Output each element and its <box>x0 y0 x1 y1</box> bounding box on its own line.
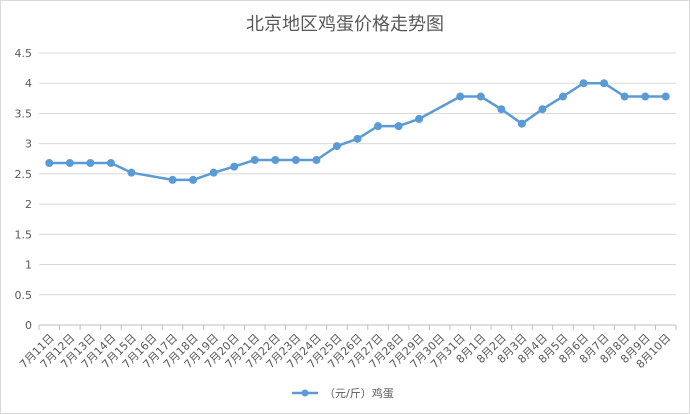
data-point <box>250 155 259 164</box>
y-tick-label: 2.5 <box>15 168 33 181</box>
legend-dot-marker <box>301 389 309 397</box>
data-point <box>106 159 115 168</box>
data-point <box>661 92 670 101</box>
data-point <box>641 92 650 101</box>
y-tick-label: 3 <box>25 138 32 151</box>
data-point <box>600 79 609 88</box>
y-tick-label: 1.5 <box>15 228 33 241</box>
chart-title: 北京地区鸡蛋价格走势图 <box>246 14 444 35</box>
data-point <box>476 92 485 101</box>
data-point <box>291 155 300 164</box>
legend-label: （元/斤）鸡蛋 <box>324 386 394 400</box>
y-axis-ticks: 0 0.5 1 1.5 2 2.5 3 3.5 4 4.5 <box>15 47 33 332</box>
data-point <box>230 162 239 171</box>
series-layer <box>45 79 670 184</box>
y-tick-label: 1 <box>25 259 32 272</box>
legend[interactable]: （元/斤）鸡蛋 <box>292 386 394 400</box>
data-point <box>394 122 403 131</box>
data-point <box>189 175 198 184</box>
data-point <box>538 105 547 114</box>
y-tick-label: 2 <box>25 198 32 211</box>
data-point <box>517 119 526 128</box>
data-point <box>374 122 383 131</box>
data-point <box>86 159 95 168</box>
data-point <box>579 79 588 88</box>
data-point <box>45 159 54 168</box>
data-point <box>332 142 341 151</box>
data-point <box>312 155 321 164</box>
data-point <box>65 159 74 168</box>
y-tick-label: 0 <box>25 319 32 332</box>
x-axis-ticks: 7月11日7月12日7月13日7月14日7月15日7月16日7月17日7月18日… <box>17 324 677 371</box>
data-point <box>497 105 506 114</box>
y-tick-label: 4 <box>25 77 32 90</box>
data-point <box>127 168 136 177</box>
data-point <box>558 92 567 101</box>
y-tick-label: 3.5 <box>15 107 33 120</box>
y-tick-label: 0.5 <box>15 289 33 302</box>
data-point <box>271 155 280 164</box>
data-point <box>168 175 177 184</box>
data-point <box>415 114 424 123</box>
data-point <box>353 134 362 143</box>
data-point <box>456 92 465 101</box>
data-point <box>209 168 218 177</box>
data-point <box>620 92 629 101</box>
series-line <box>48 81 667 182</box>
y-tick-label: 4.5 <box>15 47 33 60</box>
